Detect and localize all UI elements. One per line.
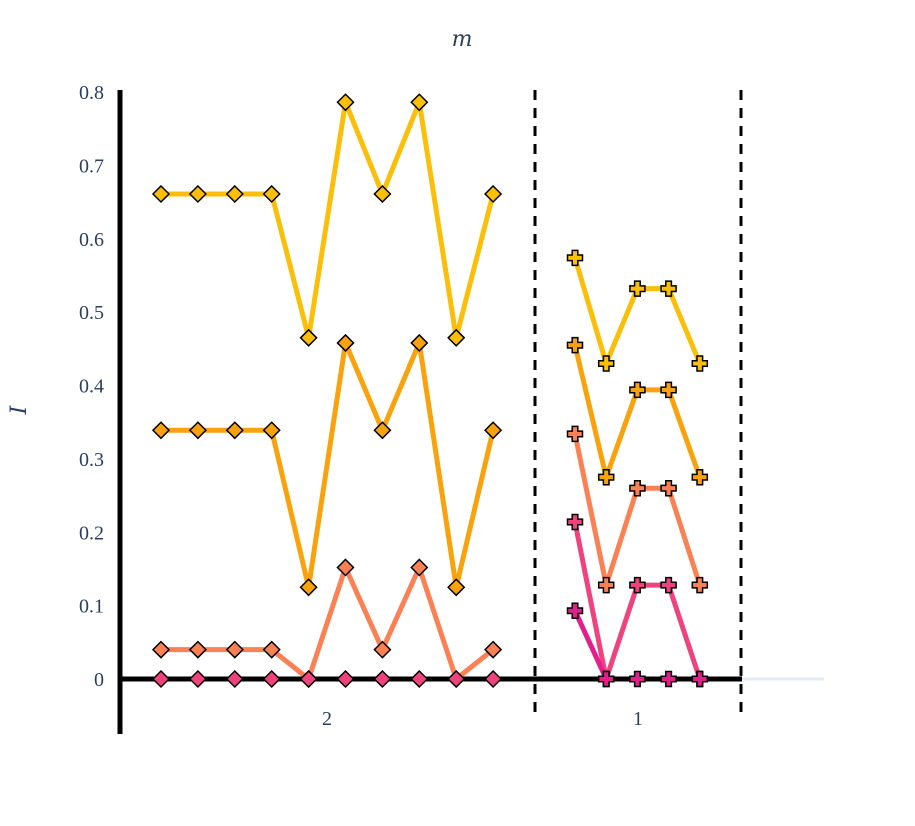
y-tick-label: 0.4 <box>79 376 104 398</box>
y-tick-label: 0.2 <box>79 522 104 544</box>
series-line <box>161 99 496 341</box>
data-point-cross <box>597 355 615 372</box>
data-point-diamond <box>447 578 466 597</box>
data-point-diamond <box>410 333 429 353</box>
group-dividers <box>533 90 743 720</box>
data-point-cross <box>566 602 584 620</box>
group-label: 1 <box>633 708 643 730</box>
series-line <box>161 340 496 590</box>
data-point-cross <box>629 670 646 688</box>
y-tick-label: 0.5 <box>79 302 104 324</box>
data-point-diamond <box>336 333 355 353</box>
data-point-diamond <box>373 184 392 204</box>
data-point-diamond <box>151 421 171 440</box>
data-point-diamond <box>299 669 318 689</box>
data-point-cross <box>660 670 677 688</box>
data-point-cross <box>660 576 677 594</box>
chart-title: m <box>452 27 473 52</box>
group-label: 2 <box>322 708 332 730</box>
data-point-diamond <box>373 669 392 689</box>
data-point-diamond <box>410 93 429 112</box>
data-point-diamond <box>151 669 171 689</box>
data-point-cross <box>566 249 584 267</box>
data-point-diamond <box>484 421 503 440</box>
data-point-diamond <box>188 669 207 689</box>
series-line <box>161 565 495 682</box>
data-point-cross <box>629 576 646 594</box>
data-point-diamond <box>262 421 281 440</box>
data-point-diamond <box>484 640 503 659</box>
data-point-diamond <box>410 558 429 577</box>
data-point-diamond <box>336 669 355 689</box>
series-layer <box>161 99 703 682</box>
data-point-diamond <box>299 578 318 597</box>
data-point-cross <box>660 381 677 399</box>
data-point-diamond <box>447 328 466 347</box>
data-point-cross <box>566 513 584 531</box>
data-point-diamond <box>299 328 318 347</box>
series-line <box>572 344 703 480</box>
markers-layer <box>151 93 709 689</box>
y-axis-label: I <box>7 404 32 415</box>
data-point-diamond <box>262 184 281 204</box>
data-point-diamond <box>447 669 466 689</box>
data-point-diamond <box>484 184 503 204</box>
data-point-cross <box>691 670 709 688</box>
data-point-diamond <box>188 184 207 204</box>
data-point-cross <box>629 479 646 497</box>
data-point-cross <box>566 336 584 354</box>
data-point-diamond <box>151 184 171 204</box>
data-point-diamond <box>336 93 355 112</box>
data-point-cross <box>566 425 584 443</box>
data-point-diamond <box>225 421 244 440</box>
data-point-diamond <box>410 669 429 689</box>
y-tick-label: 0.7 <box>79 155 104 177</box>
series-line <box>572 257 703 366</box>
data-point-cross <box>660 479 677 497</box>
data-point-cross <box>691 468 709 486</box>
data-point-diamond <box>262 669 281 689</box>
series-line <box>572 433 703 588</box>
y-tick-label: 0.3 <box>79 449 104 471</box>
data-point-diamond <box>188 640 207 659</box>
data-point-diamond <box>262 640 281 659</box>
data-point-cross <box>660 280 677 297</box>
data-point-cross <box>691 355 709 372</box>
y-tick-labels: 0 0.1 0.2 0.3 0.4 0.5 0.6 0.7 0.8 <box>79 82 104 691</box>
data-point-diamond <box>225 640 244 659</box>
data-point-diamond <box>484 669 503 689</box>
data-point-diamond <box>225 669 244 689</box>
data-point-cross <box>629 280 646 297</box>
y-tick-label: 0.1 <box>79 596 104 618</box>
data-point-diamond <box>336 558 355 577</box>
data-point-diamond <box>151 640 171 659</box>
data-point-cross <box>597 468 615 486</box>
data-point-diamond <box>373 640 392 659</box>
data-point-cross <box>691 576 709 594</box>
y-tick-label: 0.6 <box>79 229 104 251</box>
data-point-cross <box>629 381 646 399</box>
data-point-cross <box>597 576 615 594</box>
data-point-diamond <box>373 421 392 440</box>
data-point-cross <box>597 670 615 688</box>
data-point-diamond <box>188 421 207 440</box>
y-tick-label: 0 <box>94 669 104 691</box>
y-tick-label: 0.8 <box>79 82 104 104</box>
data-point-diamond <box>225 184 244 204</box>
